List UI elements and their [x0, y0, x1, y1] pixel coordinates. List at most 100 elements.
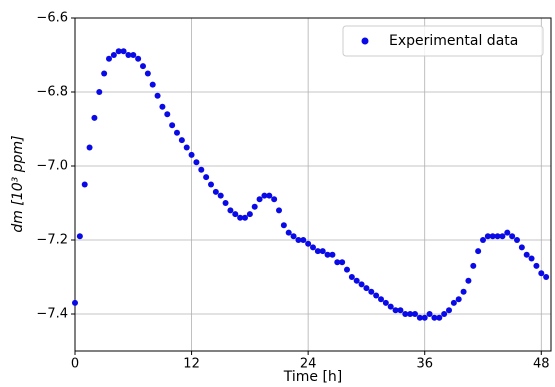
- data-point: [523, 251, 530, 258]
- data-point: [125, 52, 132, 58]
- y-axis-label: dm [10³ ppm]: [10, 135, 26, 232]
- data-point: [397, 307, 404, 314]
- data-point: [494, 233, 501, 240]
- data-point: [120, 48, 127, 55]
- data-point: [300, 237, 307, 243]
- data-point: [305, 240, 312, 247]
- data-point: [169, 122, 176, 129]
- data-point: [212, 188, 219, 195]
- data-point: [91, 114, 98, 121]
- data-point: [480, 237, 486, 243]
- data-point: [261, 192, 268, 199]
- data-point: [373, 292, 380, 299]
- y-tick-label: −6.8: [36, 85, 68, 100]
- x-tick-label: 0: [71, 357, 79, 372]
- data-point: [518, 244, 525, 251]
- data-point: [475, 248, 482, 255]
- y-tick-label: −7.0: [36, 159, 68, 174]
- data-point: [368, 288, 375, 295]
- data-point: [96, 89, 103, 95]
- data-point: [106, 55, 112, 62]
- data-point: [86, 144, 93, 151]
- data-point: [266, 192, 273, 199]
- data-point: [174, 129, 180, 136]
- data-point: [159, 103, 166, 110]
- data-point: [387, 303, 394, 310]
- x-tick-label: 48: [533, 357, 550, 372]
- data-point: [334, 259, 341, 266]
- data-point: [382, 299, 389, 306]
- data-point: [392, 307, 399, 314]
- data-point: [140, 63, 146, 70]
- data-point: [314, 248, 321, 255]
- data-point: [183, 144, 190, 151]
- data-point: [290, 233, 297, 240]
- data-point: [538, 270, 545, 277]
- x-tick-label: 36: [416, 357, 433, 372]
- data-point: [164, 111, 171, 118]
- data-point: [450, 299, 457, 306]
- data-point: [416, 314, 423, 321]
- data-point: [198, 166, 205, 173]
- data-point: [135, 55, 142, 62]
- data-point: [246, 211, 253, 218]
- data-point: [193, 159, 200, 166]
- data-point: [256, 196, 263, 203]
- y-tick-label: −7.2: [36, 233, 68, 248]
- data-point: [149, 81, 156, 88]
- data-point: [208, 181, 214, 188]
- data-point: [280, 222, 287, 229]
- data-point: [407, 311, 414, 317]
- data-point: [465, 277, 472, 284]
- data-point: [528, 255, 535, 262]
- data-point: [441, 311, 448, 317]
- data-point: [348, 274, 355, 280]
- x-tick-label: 24: [300, 357, 317, 372]
- data-point: [339, 259, 346, 266]
- data-point: [455, 296, 462, 303]
- data-point: [324, 251, 331, 258]
- legend-label: Experimental data: [389, 33, 518, 49]
- data-point: [543, 274, 550, 280]
- data-point: [344, 266, 350, 273]
- data-point: [431, 314, 438, 321]
- data-point: [222, 200, 229, 206]
- data-point: [363, 285, 370, 292]
- data-point: [310, 244, 316, 251]
- data-point: [378, 296, 384, 303]
- data-point: [319, 248, 326, 255]
- data-point: [358, 281, 365, 288]
- data-point: [470, 262, 477, 269]
- data-point: [227, 207, 234, 214]
- y-tick-label: −6.6: [36, 11, 68, 26]
- data-point: [178, 137, 185, 144]
- data-point: [115, 48, 122, 55]
- data-point: [446, 307, 452, 314]
- data-point: [499, 233, 506, 240]
- data-point: [81, 181, 88, 188]
- data-point: [72, 299, 78, 306]
- data-point: [353, 277, 360, 284]
- data-point: [402, 311, 409, 317]
- plot-frame: [74, 17, 552, 352]
- data-point: [276, 207, 282, 214]
- data-point: [426, 311, 433, 317]
- data-point: [76, 233, 83, 240]
- x-tick-label: 12: [183, 357, 200, 372]
- data-point: [421, 314, 428, 321]
- data-point: [130, 52, 137, 58]
- data-point: [295, 237, 302, 243]
- data-point: [101, 70, 108, 77]
- data-point: [144, 70, 151, 77]
- data-point: [412, 311, 418, 317]
- data-point: [509, 233, 516, 240]
- data-point: [460, 288, 467, 295]
- data-point: [436, 314, 443, 321]
- data-point: [154, 92, 161, 99]
- data-point: [271, 196, 278, 203]
- data-point: [110, 52, 117, 58]
- data-point: [232, 211, 239, 218]
- data-point: [514, 237, 520, 243]
- y-tick-label: −7.4: [36, 307, 68, 322]
- data-point: [217, 192, 224, 199]
